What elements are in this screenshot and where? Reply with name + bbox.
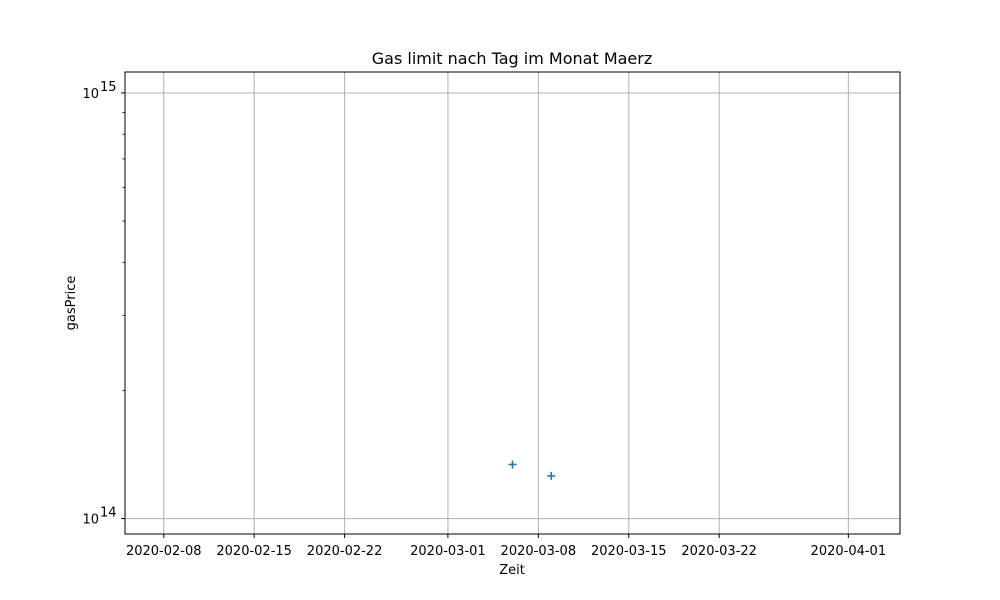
- x-tick-label: 2020-02-15: [216, 544, 292, 559]
- y-tick-label: 10: [82, 87, 99, 102]
- y-tick-label: 10: [82, 513, 99, 528]
- grid-lines: [125, 72, 900, 534]
- data-points: [508, 460, 556, 480]
- data-point: [547, 471, 556, 480]
- tick-labels: 2020-02-08 2020-02-15 2020-02-22 2020-03-01…: [82, 80, 886, 559]
- plot-frame: [124, 71, 901, 535]
- x-tick-label: 2020-02-08: [126, 544, 202, 559]
- data-point: [508, 460, 517, 469]
- x-tick-label: 2020-03-08: [501, 544, 577, 559]
- chart-title: Gas limit nach Tag im Monat Maerz: [372, 49, 653, 68]
- x-tick-label: 2020-03-22: [681, 544, 757, 559]
- x-tick-label: 2020-02-22: [307, 544, 383, 559]
- x-tick-label: 2020-04-01: [811, 544, 887, 559]
- y-tick-exponent: 14: [100, 506, 117, 521]
- x-tick-label: 2020-03-15: [591, 544, 667, 559]
- y-tick-exponent: 15: [100, 80, 117, 95]
- x-tick-label: 2020-03-01: [410, 544, 486, 559]
- x-axis-label: Zeit: [499, 563, 525, 578]
- y-axis-label: gasPrice: [64, 276, 79, 331]
